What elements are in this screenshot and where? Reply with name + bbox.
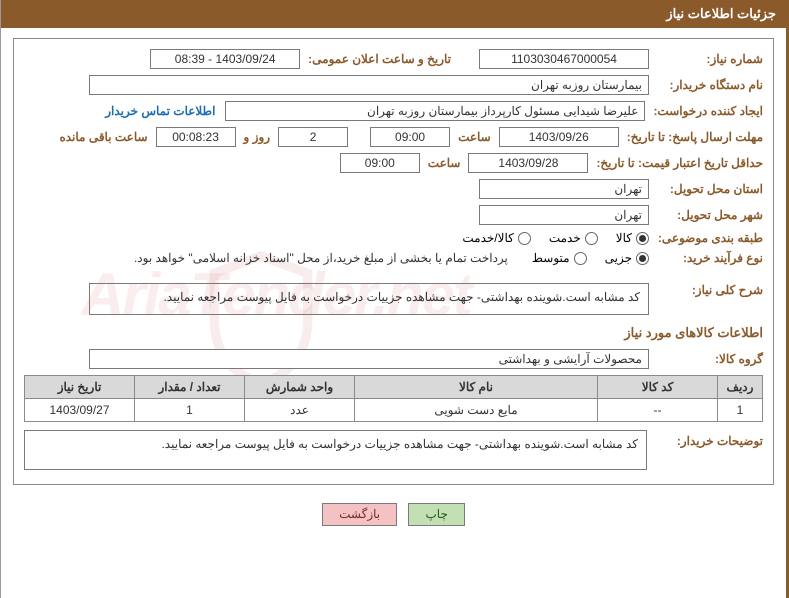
th-code: کد کالا [598, 376, 718, 399]
page-header: جزئیات اطلاعات نیاز [1, 0, 786, 28]
deadline-time-field: 09:00 [370, 127, 450, 147]
button-row: چاپ بازگشت [13, 495, 774, 530]
day-and-label: روز و [240, 130, 275, 144]
buyer-org-field: بیمارستان روزبه تهران [89, 75, 649, 95]
th-row: ردیف [718, 376, 763, 399]
process-radio-medium[interactable]: متوسط [532, 251, 587, 265]
radio-label: جزیی [605, 251, 632, 265]
buyer-org-label: نام دستگاه خریدار: [653, 78, 763, 92]
validity-label: حداقل تاریخ اعتبار قیمت: تا تاریخ: [592, 156, 763, 170]
radio-label: خدمت [549, 231, 581, 245]
payment-note: پرداخت تمام یا بخشی از مبلغ خرید،از محل … [134, 251, 508, 265]
table-header-row: ردیف کد کالا نام کالا واحد شمارش تعداد /… [25, 376, 763, 399]
back-button[interactable]: بازگشت [322, 503, 397, 526]
need-number-field: 1103030467000054 [479, 49, 649, 69]
deadline-label: مهلت ارسال پاسخ: تا تاریخ: [623, 130, 763, 144]
radio-label: کالا/خدمت [462, 231, 513, 245]
overall-desc-box: کد مشابه است.شوینده بهداشتی- جهت مشاهده … [89, 283, 649, 315]
td-code: -- [598, 399, 718, 422]
requester-label: ایجاد کننده درخواست: [649, 104, 763, 118]
radio-icon [518, 232, 531, 245]
table-row[interactable]: 1 -- مایع دست شویی عدد 1 1403/09/27 [25, 399, 763, 422]
need-number-label: شماره نیاز: [653, 52, 763, 66]
td-need-date: 1403/09/27 [25, 399, 135, 422]
radio-icon [585, 232, 598, 245]
category-radio-service[interactable]: خدمت [549, 231, 598, 245]
goods-group-field: محصولات آرایشی و بهداشتی [89, 349, 649, 369]
th-qty: تعداد / مقدار [135, 376, 245, 399]
radio-icon [636, 252, 649, 265]
radio-label: متوسط [532, 251, 570, 265]
remaining-suffix-label: ساعت باقی مانده [55, 130, 151, 144]
announce-datetime-label: تاریخ و ساعت اعلان عمومی: [304, 52, 455, 66]
th-need-date: تاریخ نیاز [25, 376, 135, 399]
td-qty: 1 [135, 399, 245, 422]
buyer-contact-link[interactable]: اطلاعات تماس خریدار [105, 104, 221, 118]
requester-field: علیرضا شیدایی مسئول کارپرداز بیمارستان ر… [225, 101, 645, 121]
remaining-time-field: 00:08:23 [156, 127, 236, 147]
radio-label: کالا [616, 231, 632, 245]
process-radio-group: جزیی متوسط [532, 251, 649, 265]
page-title: جزئیات اطلاعات نیاز [666, 6, 776, 21]
delivery-city-field: تهران [479, 205, 649, 225]
delivery-province-label: استان محل تحویل: [653, 182, 763, 196]
announce-datetime-field: 1403/09/24 - 08:39 [150, 49, 300, 69]
validity-time-field: 09:00 [340, 153, 420, 173]
td-row: 1 [718, 399, 763, 422]
validity-time-label: ساعت [424, 156, 465, 170]
buyer-notes-label: توضیحات خریدار: [653, 430, 763, 448]
process-radio-partial[interactable]: جزیی [605, 251, 649, 265]
buyer-notes-box: کد مشابه است.شوینده بهداشتی- جهت مشاهده … [24, 430, 647, 470]
td-name: مایع دست شویی [355, 399, 598, 422]
overall-desc-label: شرح کلی نیاز: [653, 283, 763, 297]
delivery-city-label: شهر محل تحویل: [653, 208, 763, 222]
category-label: طبقه بندی موضوعی: [653, 231, 763, 245]
goods-table: ردیف کد کالا نام کالا واحد شمارش تعداد /… [24, 375, 763, 422]
delivery-province-field: تهران [479, 179, 649, 199]
process-type-label: نوع فرآیند خرید: [653, 251, 763, 265]
print-button[interactable]: چاپ [408, 503, 464, 526]
th-name: نام کالا [355, 376, 598, 399]
deadline-date-field: 1403/09/26 [499, 127, 619, 147]
radio-icon [636, 232, 649, 245]
goods-group-label: گروه کالا: [653, 352, 763, 366]
radio-icon [574, 252, 587, 265]
category-radio-group: کالا خدمت کالا/خدمت [462, 231, 649, 245]
remaining-days-field: 2 [278, 127, 348, 147]
goods-section-title: اطلاعات کالاهای مورد نیاز [24, 325, 763, 341]
th-unit: واحد شمارش [245, 376, 355, 399]
category-radio-both[interactable]: کالا/خدمت [462, 231, 530, 245]
td-unit: عدد [245, 399, 355, 422]
validity-date-field: 1403/09/28 [468, 153, 588, 173]
deadline-time-label: ساعت [454, 130, 495, 144]
main-panel: شماره نیاز: 1103030467000054 تاریخ و ساع… [13, 38, 774, 485]
category-radio-goods[interactable]: کالا [616, 231, 649, 245]
